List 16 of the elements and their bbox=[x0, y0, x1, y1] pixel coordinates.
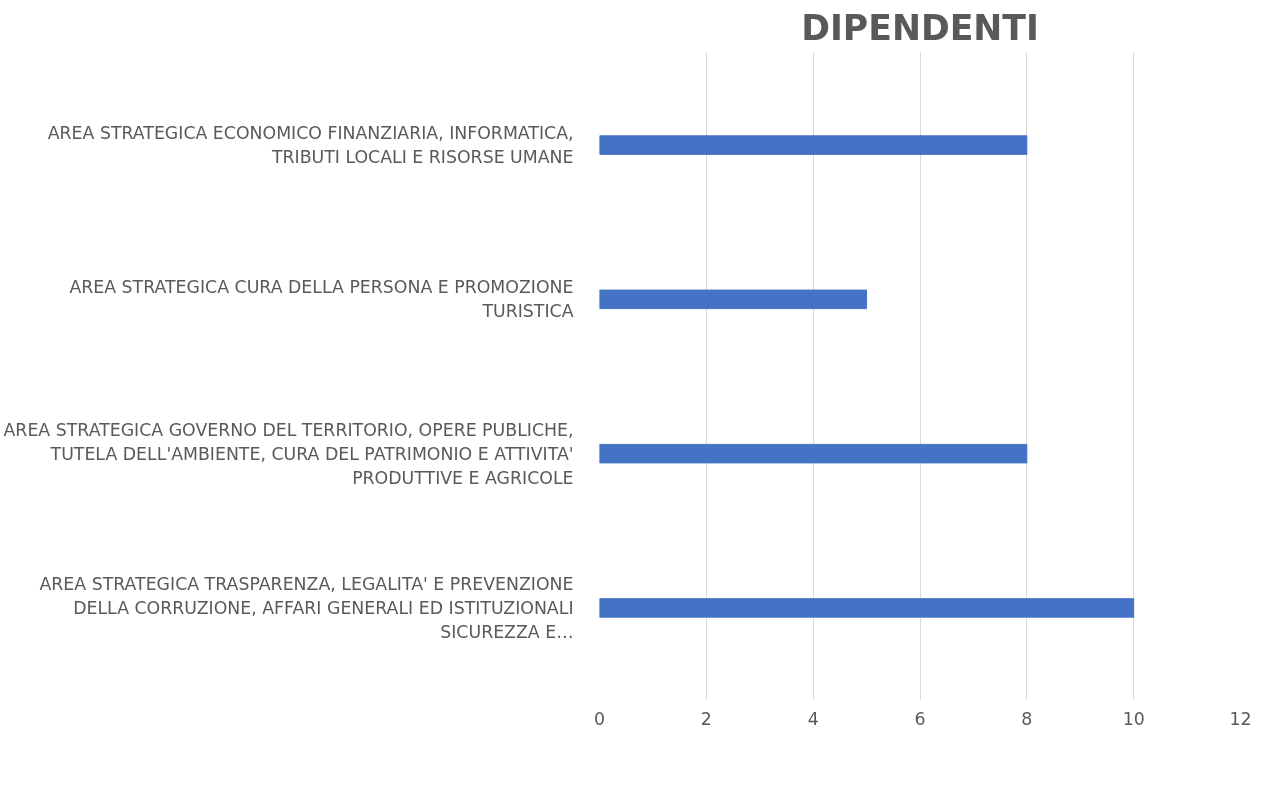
x-tick-label: 4 bbox=[807, 708, 819, 729]
bar bbox=[599, 598, 1135, 618]
x-tick-label: 6 bbox=[914, 708, 926, 729]
bar bbox=[599, 289, 868, 310]
y-tick-label: AREA STRATEGICA GOVERNO DEL TERRITORIO, OPERE PUBLICHE, TUTELA DELL'AMBIENTE, CURA DEL PATRIMONIO E ATTIVITA' PRODUTTIVE E AGRICOLE bbox=[3, 419, 574, 488]
x-tick-label: 12 bbox=[1229, 708, 1252, 729]
bar bbox=[599, 135, 1028, 155]
y-tick-label: AREA STRATEGICA TRASPARENZA, LEGALITA' E PREVENZIONE DELLA CORRUZIONE, AFFARI GENERALI ED ISTITUZIONALI SICUREZZA E… bbox=[39, 573, 574, 642]
x-tick-label: 2 bbox=[700, 708, 712, 729]
x-tick-label: 10 bbox=[1122, 708, 1145, 729]
x-tick-label: 8 bbox=[1021, 708, 1033, 729]
bar bbox=[599, 443, 1028, 464]
chart-title: DIPENDENTI bbox=[801, 7, 1039, 48]
y-tick-label: AREA STRATEGICA ECONOMICO FINANZIARIA, INFORMATICA, TRIBUTI LOCALI E RISORSE UMANE bbox=[47, 123, 574, 168]
x-tick-label: 0 bbox=[593, 708, 606, 729]
y-tick-label: AREA STRATEGICA CURA DELLA PERSONA E PROMOZIONE TURISTICA bbox=[69, 277, 574, 322]
